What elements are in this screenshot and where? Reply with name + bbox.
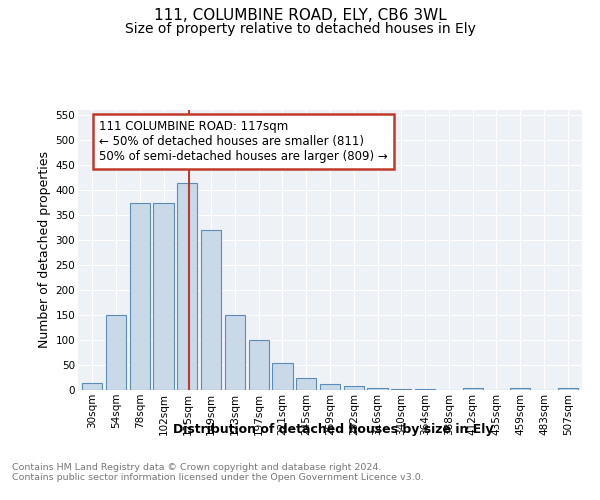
Bar [296,378,316,390]
Bar [391,388,412,390]
Bar [415,389,435,390]
Bar [130,202,150,390]
Bar [463,388,483,390]
Bar [367,388,388,390]
Text: 111, COLUMBINE ROAD, ELY, CB6 3WL: 111, COLUMBINE ROAD, ELY, CB6 3WL [154,8,446,22]
Bar [344,386,364,390]
Text: Distribution of detached houses by size in Ely: Distribution of detached houses by size … [173,422,493,436]
Text: Size of property relative to detached houses in Ely: Size of property relative to detached ho… [125,22,475,36]
Bar [510,388,530,390]
Bar [201,230,221,390]
Text: 111 COLUMBINE ROAD: 117sqm
← 50% of detached houses are smaller (811)
50% of sem: 111 COLUMBINE ROAD: 117sqm ← 50% of deta… [100,120,388,163]
Bar [248,340,269,390]
Text: Contains HM Land Registry data © Crown copyright and database right 2024.
Contai: Contains HM Land Registry data © Crown c… [12,462,424,482]
Bar [272,362,293,390]
Bar [320,384,340,390]
Bar [154,202,173,390]
Bar [177,182,197,390]
Bar [106,315,126,390]
Bar [82,382,103,390]
Y-axis label: Number of detached properties: Number of detached properties [38,152,52,348]
Bar [225,315,245,390]
Bar [557,388,578,390]
